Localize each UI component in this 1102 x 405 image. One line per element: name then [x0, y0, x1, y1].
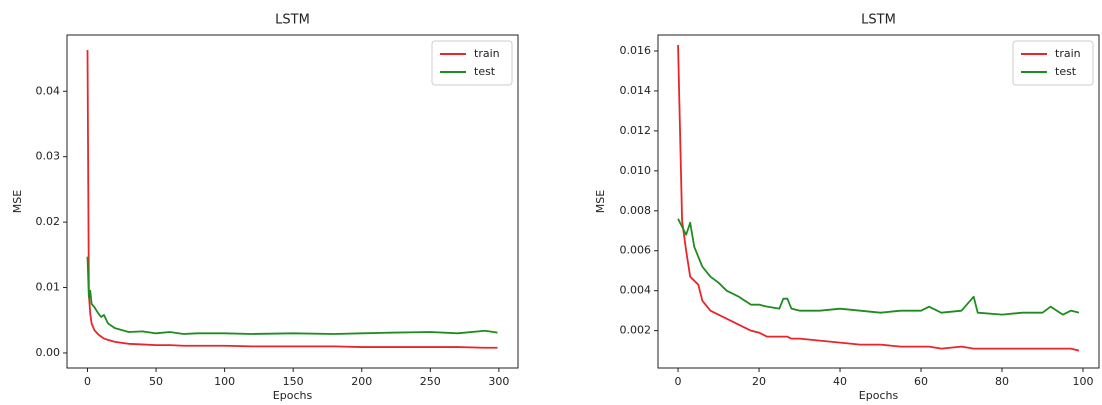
data-line: [677, 44, 1080, 352]
x-axis-label: Epochs: [273, 389, 313, 402]
x-tick-label: 40: [833, 375, 847, 388]
x-tick-label: 80: [995, 375, 1009, 388]
plot-frame: [66, 34, 519, 369]
legend-label: train: [1055, 47, 1081, 60]
x-tick-label: 100: [1073, 375, 1094, 388]
legend-label: test: [474, 65, 496, 78]
data-line: [86, 50, 498, 349]
x-tick-label: 20: [752, 375, 766, 388]
data-line: [86, 256, 498, 335]
legend-label: train: [474, 47, 500, 60]
legend-label: test: [1055, 65, 1077, 78]
x-tick-label: 60: [914, 375, 928, 388]
y-axis-label: MSE: [11, 190, 24, 213]
chart: LSTM Epochs MSE 0 20 40 60 80 100 0.002 0.004 0.006…: [594, 13, 1100, 402]
y-tick-label: 0.04: [36, 84, 61, 97]
x-tick-label: 150: [283, 375, 304, 388]
y-tick-label: 0.010: [620, 164, 652, 177]
y-tick-label: 0.016: [620, 44, 652, 57]
y-tick-label: 0.00: [36, 346, 61, 359]
y-tick-label: 0.002: [620, 324, 652, 337]
chart: LSTM Epochs MSE 0 50 100 150 200 250 300 0.00 0.01 0…: [11, 13, 519, 402]
data-line: [677, 218, 1080, 316]
y-tick-label: 0.008: [620, 204, 652, 217]
x-tick-label: 200: [351, 375, 372, 388]
x-axis-label: Epochs: [859, 389, 899, 402]
y-tick-label: 0.014: [620, 84, 652, 97]
legend-box: [1012, 40, 1094, 86]
plot-frame: [657, 34, 1100, 369]
y-tick-label: 0.006: [620, 244, 652, 257]
y-tick-label: 0.02: [36, 215, 61, 228]
y-tick-label: 0.012: [620, 124, 652, 137]
x-tick-label: 0: [675, 375, 682, 388]
chart-title: LSTM: [275, 13, 310, 28]
y-tick-label: 0.03: [36, 150, 61, 163]
x-tick-label: 0: [84, 375, 91, 388]
legend-box: [431, 40, 513, 86]
x-tick-label: 50: [149, 375, 163, 388]
x-tick-label: 250: [420, 375, 441, 388]
x-tick-label: 300: [488, 375, 509, 388]
y-tick-label: 0.004: [620, 284, 652, 297]
y-axis-label: MSE: [594, 190, 607, 213]
y-tick-label: 0.01: [36, 281, 61, 294]
chart-title: LSTM: [861, 13, 896, 28]
x-tick-label: 100: [214, 375, 235, 388]
